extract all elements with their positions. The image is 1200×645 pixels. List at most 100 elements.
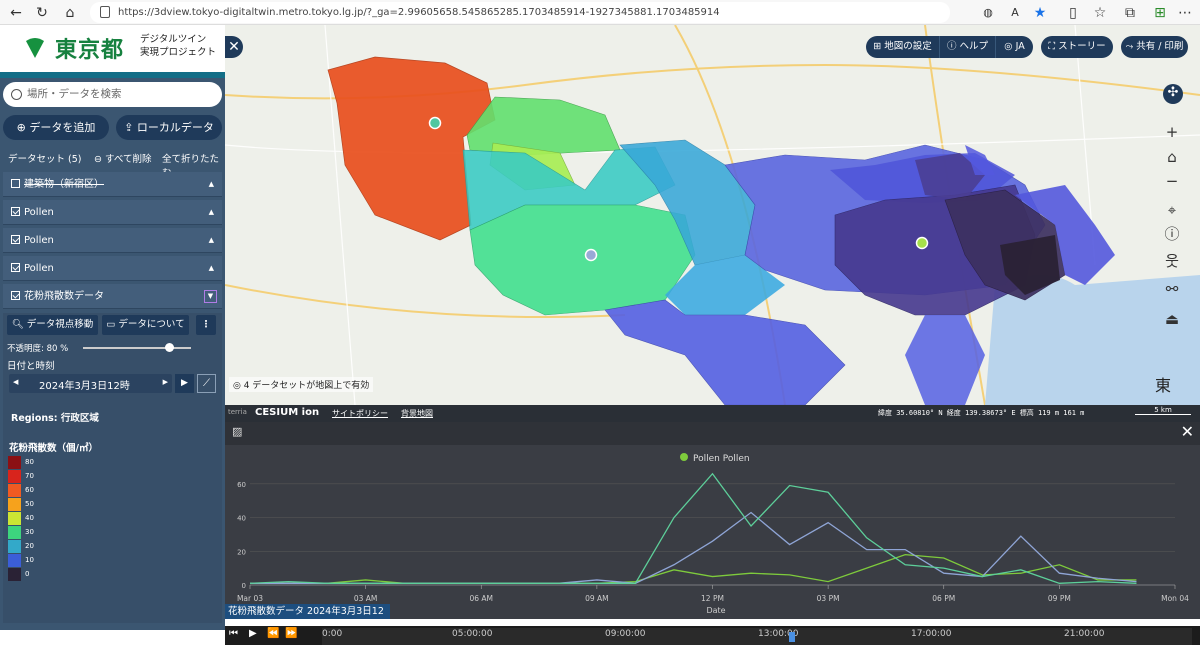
caret-up-icon[interactable]: ▲ (208, 180, 214, 188)
datetime-label: 日付と時刻 (7, 361, 55, 372)
legend-label: 0 (25, 570, 30, 578)
layer-item-pollen-data[interactable]: 花粉飛散数データ ▼ (3, 284, 222, 309)
star-icon[interactable]: ★ (1033, 5, 1047, 21)
remove-all-button[interactable]: ⊖ すべて削除 (94, 154, 152, 165)
zoom-out-icon[interactable]: − (1165, 172, 1179, 190)
caret-up-icon[interactable]: ▲ (208, 264, 214, 272)
datetime-picker[interactable]: ◀ 2024年3月3日12時 ▶ (9, 374, 172, 393)
opacity-label: 不透明度: 80 % (7, 344, 69, 354)
basemap-link[interactable]: 背景地図 (401, 409, 433, 418)
about-data-button[interactable]: ▭ データについて (102, 315, 189, 335)
datetime-value[interactable]: 2024年3月3日12時 (39, 381, 130, 392)
timeline-track[interactable]: 0:00 05:00:00 09:00:00 13:00:00 17:00:00 21:0… (322, 628, 1192, 645)
reload-icon[interactable]: ↻ (36, 5, 48, 21)
add-data-button[interactable]: ⊕ データを追加 (3, 115, 109, 140)
caret-down-icon[interactable]: ▼ (204, 290, 217, 303)
collections-icon[interactable]: ⧉ (1125, 5, 1135, 21)
map-canvas[interactable]: 東 (225, 25, 1200, 405)
compass-icon[interactable]: ✣ (1163, 84, 1183, 104)
map-marker[interactable] (584, 248, 598, 262)
datasets-header: データセット (5) ⊖ すべて削除 全て折りたたむ (8, 151, 223, 179)
timeline-handle[interactable] (789, 632, 795, 642)
more-options-icon[interactable]: ⋮ (196, 315, 216, 335)
read-aloud-icon[interactable]: A (1011, 6, 1019, 19)
pedestrian-icon[interactable]: 웃 (1165, 252, 1179, 270)
help-button[interactable]: ⓘ ヘルプ (939, 36, 995, 58)
datasets-count: データセット (5) (8, 154, 82, 165)
play-bar-icon[interactable]: ▶ (175, 374, 194, 393)
skip-back-icon[interactable]: ⏮ (229, 628, 238, 639)
extension-icon[interactable]: ◍ (983, 6, 993, 19)
previous-time-icon[interactable]: ◀ (13, 378, 19, 386)
layer-checkbox[interactable] (11, 179, 20, 188)
layer-item-buildings[interactable]: 建築物（新宿区） ▲ (3, 172, 222, 197)
legend-label: 20 (25, 542, 34, 550)
timeline-tick-label: 0:00 (322, 629, 343, 639)
legend-label: 10 (25, 556, 34, 564)
x-tick-label: Mon 04 (1161, 594, 1189, 603)
x-tick-label: 09 AM (585, 594, 609, 603)
caret-up-icon[interactable]: ▲ (208, 236, 214, 244)
measure-icon[interactable]: ⚯ (1165, 280, 1179, 298)
rewind-icon[interactable]: ⏪ (267, 628, 280, 639)
opacity-slider-handle[interactable] (165, 343, 175, 352)
legend-swatch (8, 512, 21, 525)
terria-logo-icon: terria (228, 408, 247, 416)
chart-panel: ▨ ✕ Pollen Pollen Mar 03 03 AM 06 AM 09 AM 1… (225, 422, 1200, 619)
info-icon[interactable]: ⓘ (1164, 225, 1180, 243)
map-marker[interactable] (915, 236, 929, 250)
share-print-button[interactable]: ⤳ 共有 / 印刷 (1121, 36, 1188, 58)
layer-item-pollen-1[interactable]: Pollen ▲ (3, 200, 222, 225)
timeline-tick-label: 17:00:00 (911, 629, 952, 639)
legend-marker (680, 453, 688, 461)
next-time-icon[interactable]: ▶ (162, 378, 168, 386)
home-view-icon[interactable]: ⌂ (1167, 148, 1177, 166)
opacity-slider[interactable] (83, 347, 191, 349)
map-settings-button[interactable]: ⊞ 地図の設定 (866, 36, 939, 58)
home-icon[interactable]: ⌂ (65, 5, 75, 21)
x-tick-label: 03 PM (817, 594, 840, 603)
layer-checkbox[interactable] (11, 207, 20, 216)
legend-swatch (8, 498, 21, 511)
layer-checkbox[interactable] (11, 235, 20, 244)
logo-title: 東京都 (55, 38, 125, 63)
extensions-icon[interactable]: ⊞ (1154, 5, 1166, 21)
timeline[interactable]: ⏮ ▶ ⏪ ⏩ 0:00 05:00:00 09:00:00 13:00:00 17:0… (225, 626, 1200, 645)
layer-item-pollen-3[interactable]: Pollen ▲ (3, 256, 222, 281)
legend-swatch (8, 484, 21, 497)
map-view[interactable]: 東 ✕ ⊞ 地図の設定 ⓘ ヘルプ ◎ JA ⛶ ストーリー ⤳ 共有 / 印刷… (225, 25, 1200, 405)
line-chart: Pollen Pollen Mar 03 03 AM 06 AM 09 AM 12 PM… (237, 453, 1189, 615)
lock-icon[interactable] (100, 6, 110, 18)
locate-icon[interactable]: ⌖ (1167, 201, 1177, 219)
address-bar[interactable]: https://3dview.tokyo-digitaltwin.metro.t… (90, 2, 950, 23)
favorites-icon[interactable]: ☆ (1093, 5, 1107, 21)
zoom-to-data-button[interactable]: 🔍︎ データ視点移動 (7, 315, 98, 335)
cesium-logo[interactable]: CESIUM ion (255, 407, 320, 418)
logo-subtitle: デジタルツイン 実現プロジェクト (140, 34, 217, 58)
coordinates-readout: 緯度 35.60810° N 経度 139.38673° E 標高 119 m … (878, 409, 1085, 417)
site-policy-link[interactable]: サイトポリシー (332, 409, 388, 418)
local-data-button[interactable]: ⇪ ローカルデータ (116, 115, 222, 140)
map-marker[interactable] (428, 116, 442, 130)
line-chart-icon[interactable]: ⟋ (197, 374, 216, 393)
legend-swatch (8, 554, 21, 567)
more-icon[interactable]: ⋯ (1178, 5, 1192, 21)
close-chart-icon[interactable]: ✕ (1180, 422, 1194, 441)
layer-checkbox[interactable] (11, 263, 20, 272)
split-view-icon[interactable]: ⏏ (1164, 310, 1180, 328)
legend-label: Pollen Pollen (693, 454, 750, 464)
back-icon[interactable]: ← (10, 5, 22, 21)
layer-item-pollen-2[interactable]: Pollen ▲ (3, 228, 222, 253)
browser-toolbar: ← ↻ ⌂ https://3dview.tokyo-digitaltwin.m… (0, 0, 1200, 25)
zoom-in-icon[interactable]: + (1165, 123, 1179, 141)
timeline-tick-label: 13:00:00 (758, 629, 799, 639)
language-button[interactable]: ◎ JA (995, 36, 1033, 58)
play-icon[interactable]: ▶ (249, 628, 257, 639)
story-button[interactable]: ⛶ ストーリー (1041, 36, 1113, 58)
fast-forward-icon[interactable]: ⏩ (285, 628, 298, 639)
search-input[interactable]: 場所・データを検索 (3, 82, 222, 107)
close-sidebar-icon[interactable]: ✕ (225, 36, 243, 58)
split-screen-icon[interactable]: ▯ (1069, 5, 1077, 21)
caret-up-icon[interactable]: ▲ (208, 208, 214, 216)
layer-checkbox[interactable] (11, 291, 20, 300)
